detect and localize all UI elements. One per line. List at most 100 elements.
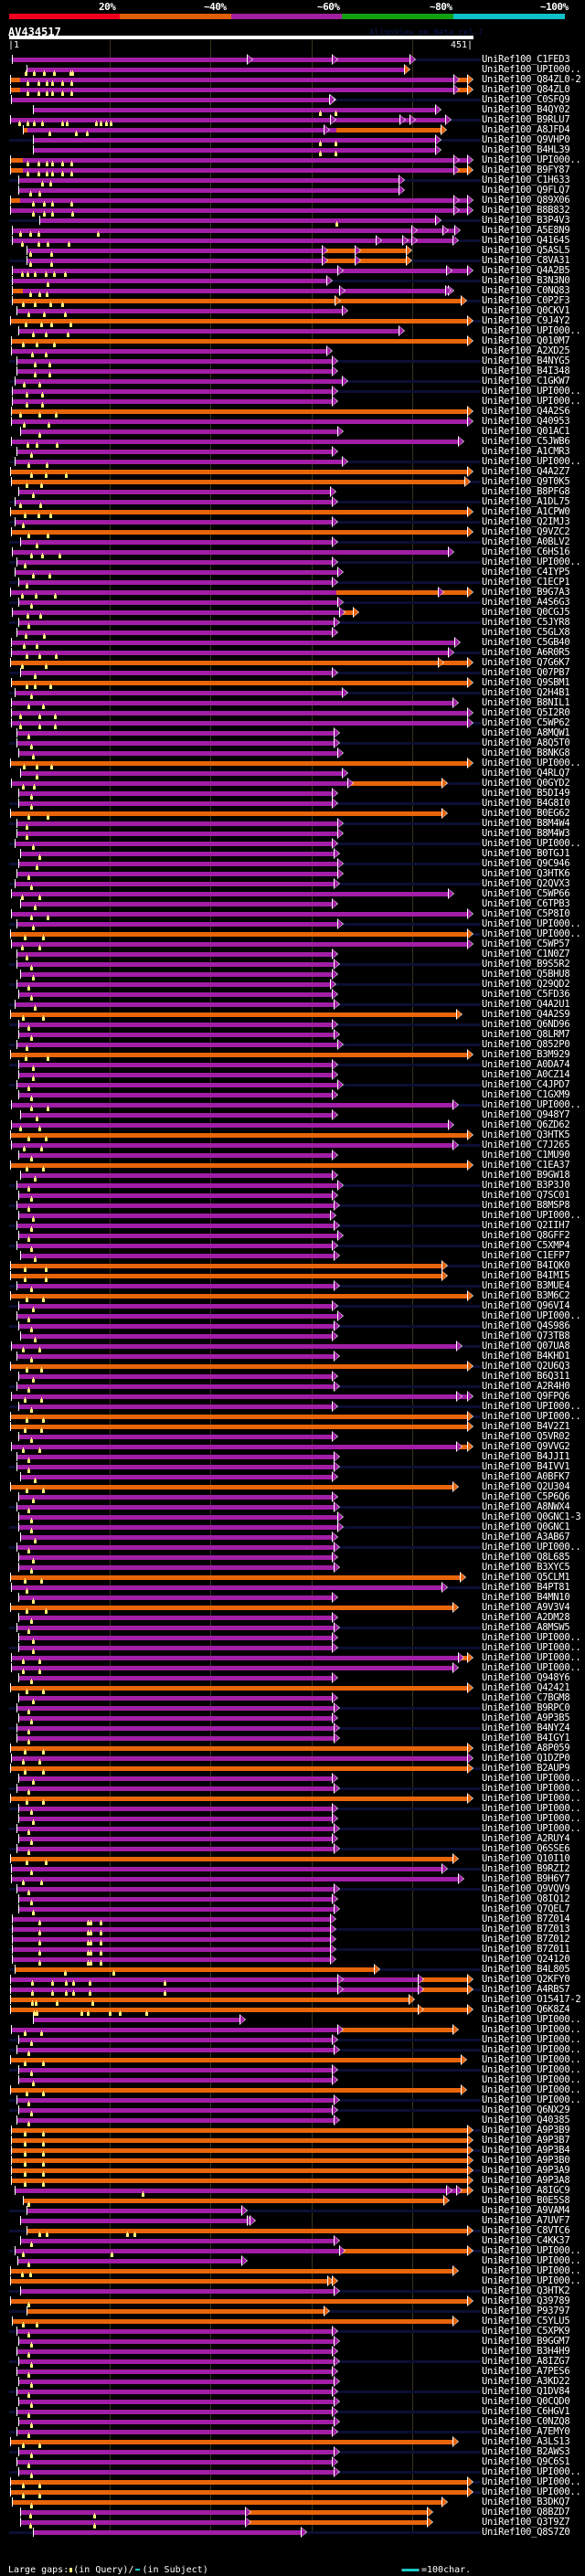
hit-row[interactable]: UniRef100_Q0CGJ5 [0, 607, 585, 619]
hit-row[interactable]: UniRef100_Q9VVG2 [0, 1441, 585, 1453]
hit-label[interactable]: UniRef100_C5WP57 [482, 938, 570, 949]
hit-label[interactable]: UniRef100_Q10I10 [482, 1853, 570, 1864]
hit-label[interactable]: UniRef100_Q6K8Z4 [482, 2004, 570, 2015]
hit-row[interactable]: UniRef100_B8B832 [0, 205, 585, 217]
hit-label[interactable]: UniRef100_UPI000.. [482, 154, 581, 165]
hit-row[interactable]: UniRef100_A8IGC9 [0, 2185, 585, 2197]
hit-label[interactable]: UniRef100_A8IGC9 [482, 2185, 570, 2196]
hit-row[interactable]: UniRef100_A5E8N9 [0, 225, 585, 237]
hit-row[interactable]: UniRef100_UPI000.. [0, 2245, 585, 2257]
hit-row[interactable]: UniRef100_UPI000.. [0, 1662, 585, 1674]
hit-label[interactable]: UniRef100_C0NQ83 [482, 285, 570, 296]
hit-row[interactable]: UniRef100_Q0CQD0 [0, 2396, 585, 2408]
hit-row[interactable]: UniRef100_UPI000.. [0, 2476, 585, 2488]
hit-label[interactable]: UniRef100_A9P3B5 [482, 1712, 570, 1723]
hit-row[interactable]: UniRef100_C1GKW7 [0, 376, 585, 387]
hit-label[interactable]: UniRef100_C7J265 [482, 1140, 570, 1150]
hit-row[interactable]: UniRef100_A9P3B7 [0, 2135, 585, 2147]
hit-label[interactable]: UniRef100_UPI000.. [482, 1813, 581, 1824]
hit-row[interactable]: UniRef100_Q5ASL5 [0, 245, 585, 257]
hit-label[interactable]: UniRef100_B4I348 [482, 366, 570, 376]
hit-row[interactable]: UniRef100_UPI000.. [0, 1783, 585, 1795]
hit-row[interactable]: UniRef100_B4NYZ4 [0, 1723, 585, 1734]
hit-label[interactable]: UniRef100_B9RPC0 [482, 1702, 570, 1713]
hit-row[interactable]: UniRef100_Q07PB7 [0, 667, 585, 679]
hit-label[interactable]: UniRef100_UPI000.. [482, 1773, 581, 1784]
hit-row[interactable]: UniRef100_UPI000.. [0, 2054, 585, 2066]
hit-label[interactable]: UniRef100_UPI000.. [482, 2466, 581, 2477]
hit-row[interactable]: UniRef100_A2XD25 [0, 345, 585, 357]
hit-label[interactable]: UniRef100_Q0CQD0 [482, 2396, 570, 2407]
hit-label[interactable]: UniRef100_Q40385 [482, 2115, 570, 2125]
hit-row[interactable]: UniRef100_UPI000.. [0, 2486, 585, 2498]
hit-label[interactable]: UniRef100_C5GLX8 [482, 627, 570, 638]
hit-label[interactable]: UniRef100_Q0CGJ5 [482, 607, 570, 618]
hit-row[interactable]: UniRef100_B3MUE4 [0, 1280, 585, 1292]
hit-label[interactable]: UniRef100_Q4A2B5 [482, 265, 570, 276]
hit-label[interactable]: UniRef100_UPI000.. [482, 1662, 581, 1673]
hit-label[interactable]: UniRef100_Q5CLM1 [482, 1572, 570, 1583]
hit-label[interactable]: UniRef100_Q6SSE6 [482, 1843, 570, 1854]
hit-row[interactable]: UniRef100_UPI000.. [0, 1803, 585, 1815]
hit-label[interactable]: UniRef100_B9GGM7 [482, 2336, 570, 2347]
hit-label[interactable]: UniRef100_Q5VR02 [482, 1431, 570, 1442]
hit-row[interactable]: UniRef100_Q8S7Z0 [0, 2527, 585, 2538]
hit-label[interactable]: UniRef100_UPI000.. [482, 2064, 581, 2075]
hit-label[interactable]: UniRef100_A0DA74 [482, 1059, 570, 1070]
hit-row[interactable]: UniRef100_C5JYR8 [0, 617, 585, 629]
hit-row[interactable]: UniRef100_C5JWB6 [0, 436, 585, 448]
hit-label[interactable]: UniRef100_Q2U6Q3 [482, 1361, 570, 1372]
hit-label[interactable]: UniRef100_B4V2Z1 [482, 1421, 570, 1432]
hit-row[interactable]: UniRef100_B4G8I0 [0, 798, 585, 810]
hit-row[interactable]: UniRef100_A0BLV2 [0, 536, 585, 548]
hit-row[interactable]: UniRef100_UPI000.. [0, 1632, 585, 1644]
hit-row[interactable]: UniRef100_UPI000.. [0, 2466, 585, 2478]
hit-row[interactable]: UniRef100_B3M6C2 [0, 1290, 585, 1302]
hit-label[interactable]: UniRef100_Q9FLQ7 [482, 185, 570, 196]
hit-label[interactable]: UniRef100_C1EA37 [482, 1160, 570, 1171]
hit-row[interactable]: UniRef100_Q29QD2 [0, 979, 585, 991]
hit-row[interactable]: UniRef100_Q3HTK6 [0, 868, 585, 880]
hit-label[interactable]: UniRef100_Q9FPQ6 [482, 1391, 570, 1402]
hit-row[interactable]: UniRef100_C1H633 [0, 175, 585, 186]
hit-row[interactable]: UniRef100_UPI000.. [0, 2265, 585, 2277]
hit-label[interactable]: UniRef100_Q2H4B1 [482, 687, 570, 698]
hit-label[interactable]: UniRef100_B2AUP9 [482, 1763, 570, 1774]
hit-row[interactable]: UniRef100_A2R4H0 [0, 1381, 585, 1393]
hit-row[interactable]: UniRef100_UPI000.. [0, 557, 585, 568]
hit-row[interactable]: UniRef100_Q8IQ12 [0, 1893, 585, 1905]
hit-label[interactable]: UniRef100_UPI000.. [482, 918, 581, 929]
hit-row[interactable]: UniRef100_Q4A2Z7 [0, 466, 585, 478]
hit-row[interactable]: UniRef100_B9G7A3 [0, 587, 585, 599]
hit-row[interactable]: UniRef100_Q9FPQ6 [0, 1391, 585, 1403]
hit-label[interactable]: UniRef100_B3MUE4 [482, 1280, 570, 1291]
hit-label[interactable]: UniRef100_B9G7A3 [482, 587, 570, 598]
hit-row[interactable]: UniRef100_Q2H4B1 [0, 687, 585, 699]
hit-row[interactable]: UniRef100_Q8LRM7 [0, 1029, 585, 1041]
hit-row[interactable]: UniRef100_Q1DZP0 [0, 1753, 585, 1765]
hit-row[interactable]: UniRef100_UPI000.. [0, 386, 585, 398]
hit-row[interactable]: UniRef100_UPI000.. [0, 1542, 585, 1553]
hit-row[interactable]: UniRef100_UPI000.. [0, 2094, 585, 2106]
hit-label[interactable]: UniRef100_Q2IIH7 [482, 1220, 570, 1231]
hit-row[interactable]: UniRef100_UPI000.. [0, 1813, 585, 1825]
hit-row[interactable]: UniRef100_Q4A2B5 [0, 265, 585, 277]
hit-label[interactable]: UniRef100_A8IZG7 [482, 2356, 570, 2367]
hit-row[interactable]: UniRef100_Q39789 [0, 2295, 585, 2307]
hit-label[interactable]: UniRef100_Q3HTK6 [482, 868, 570, 879]
hit-row[interactable]: UniRef100_C1ECP1 [0, 577, 585, 588]
hit-label[interactable]: UniRef100_Q1DV84 [482, 2386, 570, 2397]
hit-label[interactable]: UniRef100_Q29QD2 [482, 979, 570, 990]
hit-label[interactable]: UniRef100_Q40953 [482, 416, 570, 427]
hit-row[interactable]: UniRef100_B3H4H9 [0, 2346, 585, 2358]
hit-label[interactable]: UniRef100_Q4A2U1 [482, 999, 570, 1010]
hit-label[interactable]: UniRef100_Q9VHP0 [482, 134, 570, 145]
hit-label[interactable]: UniRef100_B4IGY1 [482, 1733, 570, 1744]
hit-label[interactable]: UniRef100_B4PT81 [482, 1582, 570, 1593]
hit-row[interactable]: UniRef100_B3M929 [0, 1049, 585, 1061]
hit-row[interactable]: UniRef100_Q6ND96 [0, 1019, 585, 1031]
hit-label[interactable]: UniRef100_C8VTC6 [482, 2225, 570, 2236]
hit-row[interactable]: UniRef100_C5P8I0 [0, 908, 585, 920]
hit-row[interactable]: UniRef100_B0EG62 [0, 808, 585, 820]
hit-label[interactable]: UniRef100_UPI000.. [482, 2054, 581, 2065]
